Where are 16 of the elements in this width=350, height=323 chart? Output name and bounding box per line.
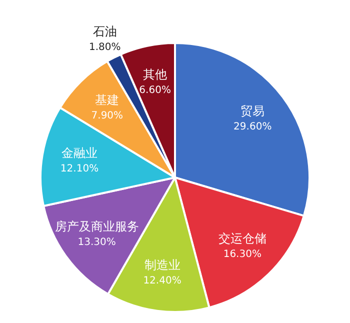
slice-label: 制造业 <box>144 258 180 272</box>
slice-label: 其他 <box>143 67 168 82</box>
data-label: 29.60% <box>234 122 272 133</box>
data-label: 1.80% <box>88 42 121 53</box>
data-label: 13.30% <box>78 236 116 248</box>
data-label: 7.90% <box>91 110 124 122</box>
slice-label: 房产及商业服务 <box>54 219 139 234</box>
slice-label: 金融业 <box>62 146 98 160</box>
slice-label: 石油 <box>92 24 117 38</box>
data-label: 12.40% <box>143 276 182 287</box>
data-label: 16.30% <box>223 249 262 260</box>
data-label: 6.60% <box>139 84 171 96</box>
slice-label: 交运仓储 <box>218 232 266 246</box>
slice-label: 基建 <box>95 93 120 108</box>
slice-label: 贸易 <box>240 104 265 118</box>
data-label: 12.10% <box>60 164 99 175</box>
